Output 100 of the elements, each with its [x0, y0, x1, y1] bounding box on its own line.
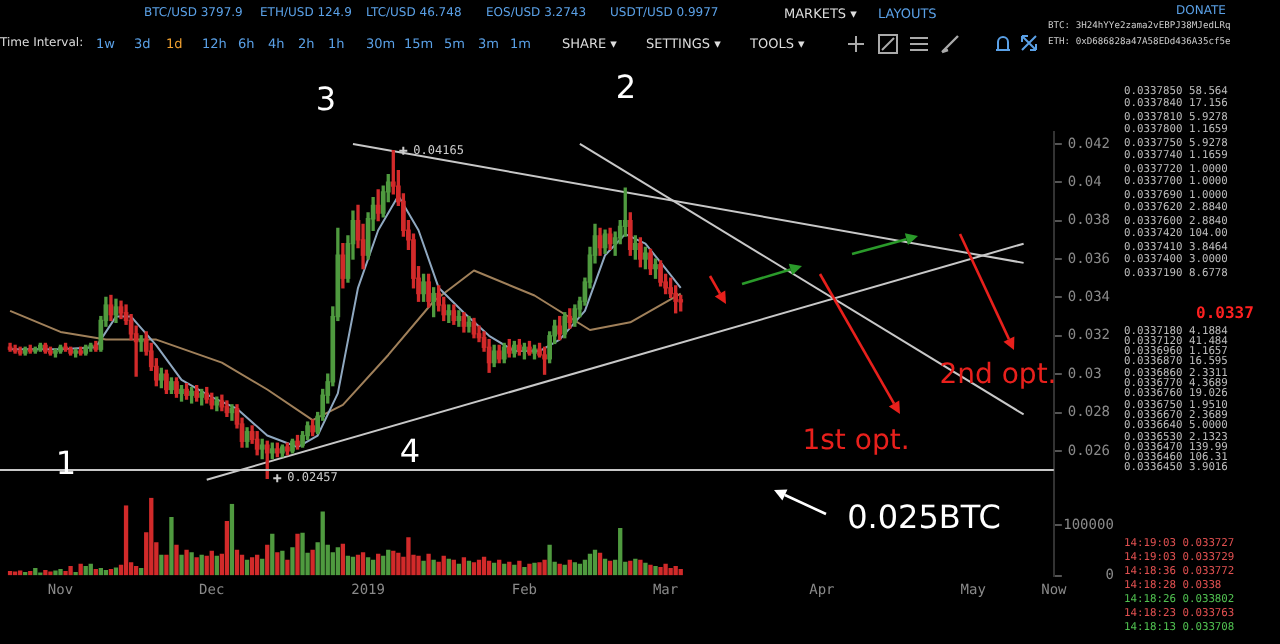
bar: [164, 554, 169, 576]
annotation: 4: [399, 432, 421, 471]
bar: [668, 567, 673, 576]
bar: [653, 565, 658, 576]
bar: [542, 559, 547, 576]
text: 0.0337: [1196, 303, 1254, 321]
bar: [224, 521, 230, 576]
bar: [365, 557, 371, 576]
bar: [184, 549, 189, 576]
bar: [421, 560, 426, 576]
bar: [486, 560, 492, 576]
bar: [340, 543, 346, 576]
bar: [229, 503, 235, 576]
bar: [78, 563, 83, 576]
bar: [295, 533, 300, 576]
bar: [199, 554, 204, 576]
bar: [416, 555, 421, 576]
bar: [255, 554, 260, 576]
bar: [204, 555, 209, 576]
bar: [280, 550, 285, 576]
bar: [391, 550, 396, 576]
bar: [572, 562, 577, 576]
bar: [618, 528, 623, 576]
bar: [456, 563, 462, 576]
bar: [68, 565, 73, 576]
bar: [275, 552, 280, 576]
bar: [249, 557, 255, 576]
bar: [335, 547, 340, 576]
bar: [194, 557, 199, 576]
bar: [53, 570, 58, 576]
bar: [527, 563, 532, 576]
bar: [174, 544, 179, 576]
ref-line-label: 0.025BTC: [847, 498, 1001, 537]
bar: [290, 547, 295, 576]
bar: [451, 559, 456, 576]
bar: [471, 562, 477, 576]
bar: [159, 554, 164, 576]
bar: [436, 561, 441, 576]
bar: [320, 511, 325, 576]
bar: [476, 559, 482, 576]
bar: [63, 570, 68, 576]
bar: [285, 559, 290, 576]
bar: [597, 552, 603, 576]
bar: [592, 549, 598, 576]
bar: [265, 544, 270, 576]
bar: [310, 549, 315, 576]
bar: [441, 555, 446, 576]
bar: [517, 560, 522, 576]
bar: [633, 558, 638, 576]
bar: [643, 562, 648, 576]
bar: [270, 533, 275, 576]
bar: [360, 552, 366, 576]
bar: [426, 553, 431, 576]
bar: [396, 552, 401, 576]
bar: [522, 566, 527, 576]
bar: [386, 549, 391, 576]
bar: [345, 555, 351, 576]
bar: [330, 552, 335, 576]
bar: [376, 553, 381, 576]
bar: [602, 558, 608, 576]
bar: [43, 569, 48, 576]
bar: [577, 563, 583, 576]
bar: [214, 555, 219, 576]
bar: [209, 550, 214, 576]
bar: [123, 505, 129, 576]
bar: [406, 537, 411, 576]
bar: [557, 563, 562, 576]
bar: [461, 557, 467, 576]
bar: [355, 554, 361, 576]
bar: [663, 563, 668, 576]
annotation: 1st opt.: [802, 425, 910, 458]
bar: [466, 560, 472, 576]
bar: [58, 568, 63, 576]
bar: [446, 558, 451, 576]
bar: [300, 532, 305, 576]
bar: [497, 559, 502, 576]
bar: [370, 559, 376, 576]
bar: [234, 549, 240, 576]
bar: [658, 566, 663, 576]
bar: [350, 556, 356, 576]
bar: [532, 562, 537, 576]
bar: [18, 570, 23, 576]
bar: [431, 559, 436, 576]
bar: [507, 561, 512, 576]
bar: [244, 559, 250, 576]
bar: [628, 560, 633, 576]
bar: [567, 559, 572, 576]
bar: [239, 554, 245, 576]
bar: [537, 562, 542, 576]
bar: [648, 564, 653, 576]
bar: [547, 544, 552, 576]
bar: [169, 517, 174, 576]
bar: [607, 560, 613, 576]
text: 2: [615, 68, 637, 107]
bar: [179, 554, 184, 576]
text: 3: [315, 80, 337, 119]
bar: [149, 497, 154, 576]
bar: [587, 553, 593, 576]
bar: [381, 555, 386, 576]
bar: [582, 559, 588, 576]
